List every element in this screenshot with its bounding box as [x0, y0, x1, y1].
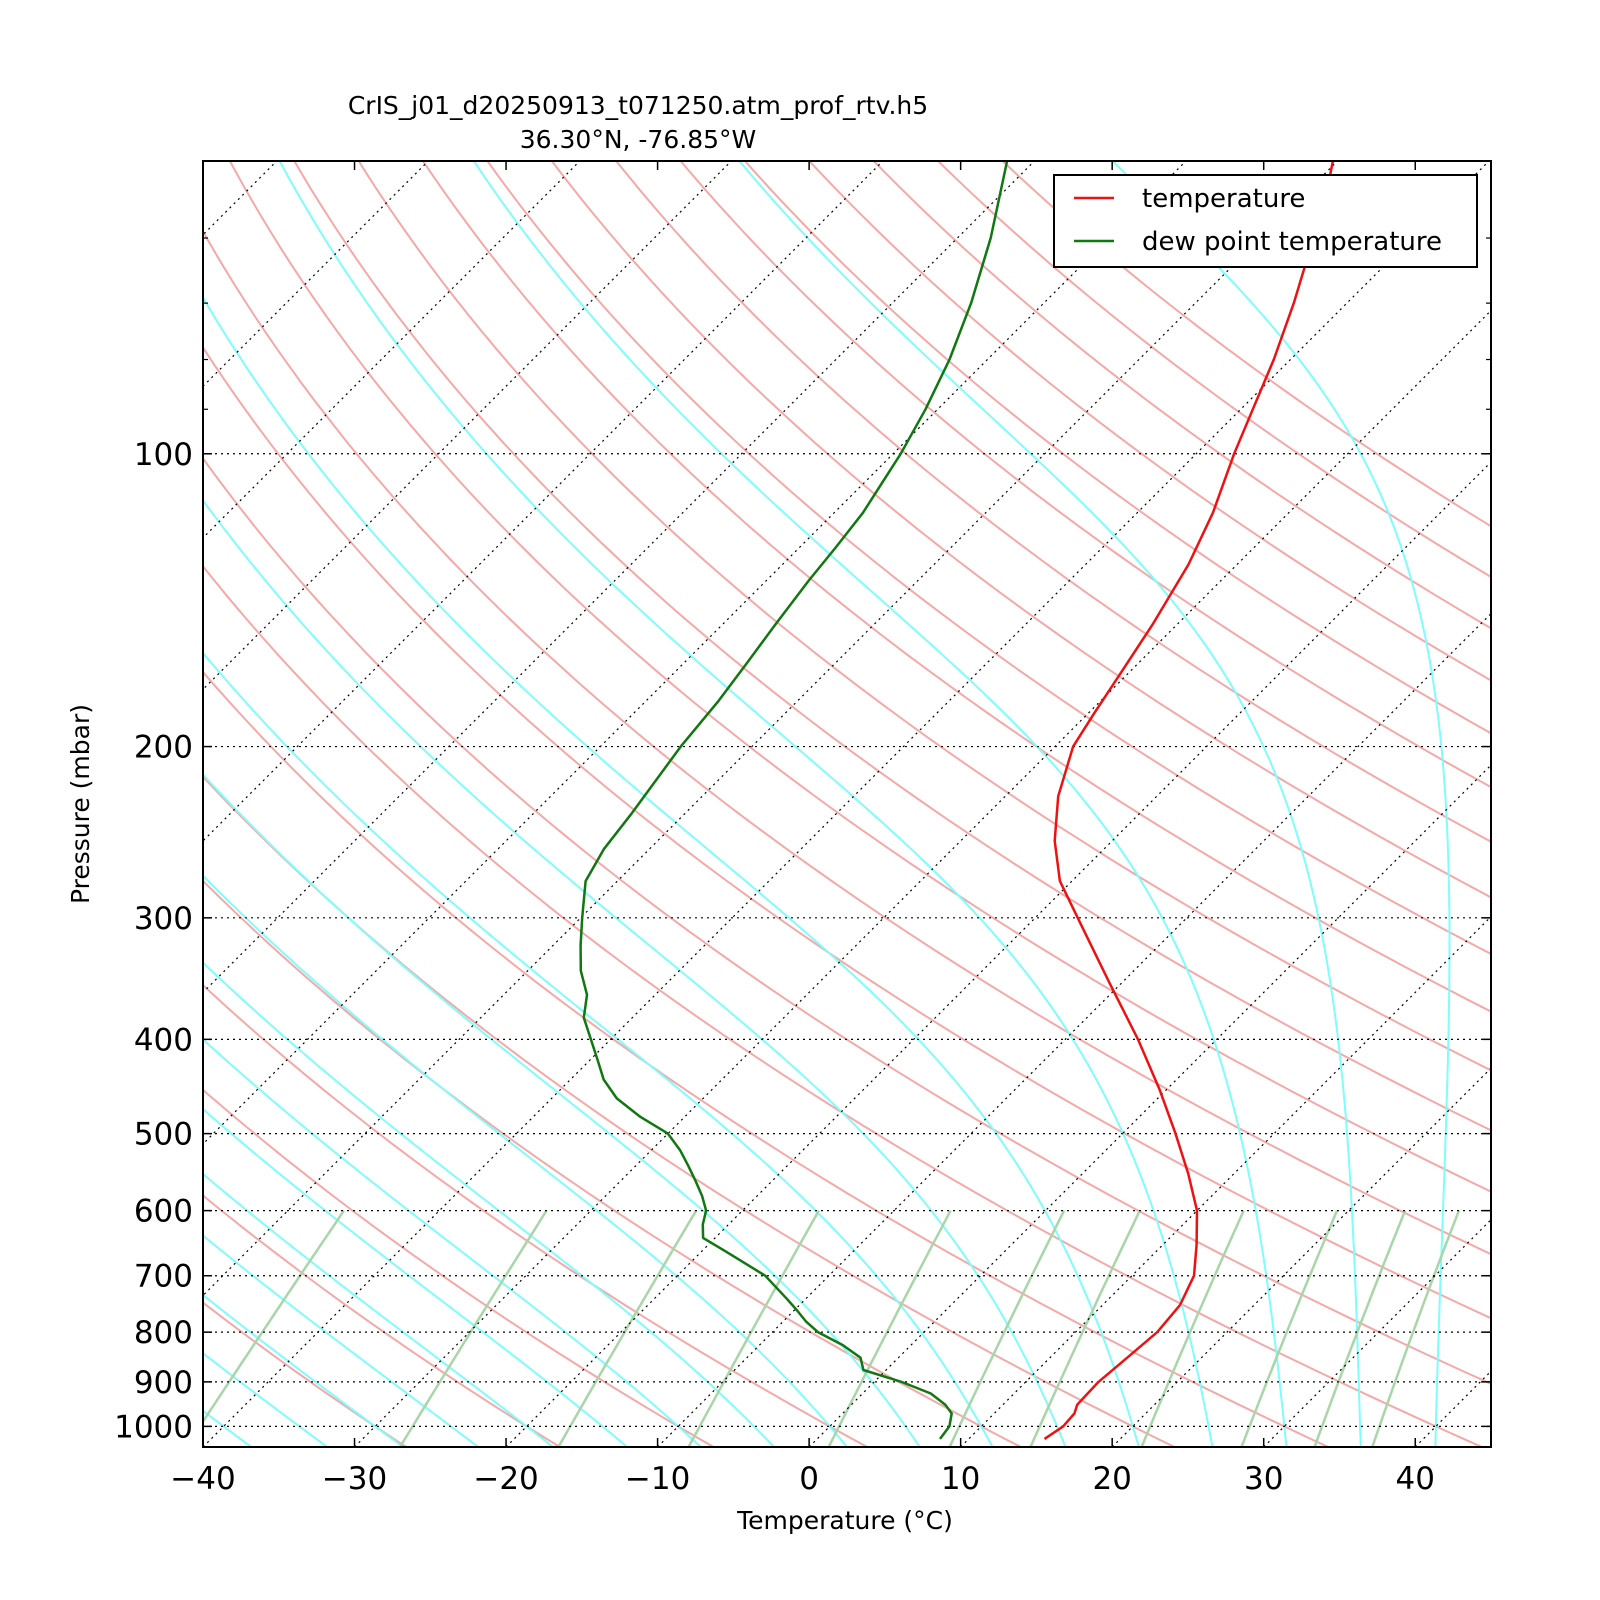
dry-adiabat	[203, 670, 1329, 1447]
y-axis-label: Pressure (mbar)	[66, 704, 95, 904]
y-tick-label: 900	[134, 1365, 193, 1401]
dry-adiabat	[357, 161, 1491, 1072]
y-tick-label: 400	[134, 1022, 193, 1058]
legend-label-dewpoint: dew point temperature	[1142, 227, 1442, 257]
legend-box	[1053, 174, 1478, 268]
dry-adiabat	[293, 161, 1491, 1132]
y-tick-label: 500	[134, 1117, 193, 1153]
moist-adiabat	[203, 1172, 555, 1447]
x-tick-label: 40	[1396, 1461, 1435, 1497]
moist-adiabat	[203, 295, 1140, 1447]
mixing-ratio-lines	[203, 1209, 1461, 1447]
mixing-ratio-line	[1029, 1210, 1141, 1447]
y-tick-label: 700	[134, 1259, 193, 1295]
x-tick-label: −30	[322, 1461, 387, 1497]
dry-adiabat	[203, 456, 1491, 1385]
mixing-ratio-line	[1313, 1210, 1407, 1447]
dry-adiabat	[808, 161, 1491, 682]
dry-adiabat	[203, 345, 1491, 1320]
moist-adiabat	[278, 161, 1214, 1447]
dry-adiabat	[422, 161, 1491, 1013]
moist-adiabat	[203, 1038, 702, 1447]
moist-adiabat	[738, 161, 1362, 1447]
x-tick-label: −20	[473, 1461, 538, 1497]
mixing-ratio-line	[1371, 1210, 1461, 1447]
y-tick-label: 300	[134, 901, 193, 937]
x-axis-label: Temperature (°C)	[736, 1506, 953, 1535]
dry-adiabats	[203, 161, 1491, 1447]
moist-adiabat	[472, 161, 1288, 1447]
mixing-ratio-line	[687, 1209, 820, 1447]
moist-adiabat	[1111, 161, 1451, 1447]
grid-lines	[203, 161, 1491, 1447]
moist-adiabat	[203, 961, 776, 1447]
dry-adiabat	[229, 161, 1491, 1193]
dry-adiabat	[937, 161, 1491, 579]
moist-adiabat	[203, 1293, 405, 1447]
moist-adiabat	[203, 1351, 329, 1447]
dry-adiabat	[744, 161, 1491, 735]
dry-adiabat	[203, 564, 1483, 1447]
x-tick-label: 30	[1244, 1461, 1283, 1497]
dry-adiabat	[679, 161, 1491, 789]
moist-adiabat	[203, 651, 994, 1447]
mixing-ratio-line	[557, 1209, 698, 1447]
legend-label-temperature: temperature	[1142, 184, 1305, 214]
x-tick-label: 0	[799, 1461, 819, 1497]
x-tick-label: −40	[170, 1461, 235, 1497]
dry-adiabat	[203, 1088, 715, 1447]
x-tick-label: 10	[941, 1461, 980, 1497]
plot-frame	[202, 160, 1492, 1448]
chart-title: CrIS_j01_d20250913_t071250.atm_prof_rtv.…	[348, 91, 928, 120]
dry-adiabat	[551, 161, 1491, 899]
x-axis-ticks: −40 −30 −20 −10 0 10 20 30 40	[170, 161, 1435, 1497]
dry-adiabat	[615, 161, 1491, 843]
dry-adiabat	[203, 229, 1491, 1256]
y-tick-label: 800	[134, 1315, 193, 1351]
x-tick-label: −10	[625, 1461, 690, 1497]
dry-adiabat	[203, 1194, 561, 1447]
mixing-ratio-line	[948, 1210, 1066, 1447]
legend: temperature dew point temperature	[1053, 174, 1478, 268]
y-tick-label: 100	[134, 437, 193, 473]
isobars	[203, 453, 1491, 1427]
y-tick-label: 1000	[114, 1409, 193, 1445]
chart-subtitle: 36.30°N, -76.85°W	[520, 125, 756, 154]
y-tick-label: 200	[134, 730, 193, 766]
temperature-line	[1043, 161, 1335, 1440]
dry-adiabat	[203, 983, 868, 1447]
x-tick-label: 20	[1092, 1461, 1131, 1497]
dry-adiabat	[873, 161, 1491, 630]
dry-adiabat	[203, 879, 1022, 1447]
moist-adiabat	[203, 1107, 629, 1447]
dry-adiabat	[203, 775, 1175, 1447]
y-axis-ticks: 100 200 300 400 500 600 700 800 900 1000	[114, 160, 1491, 1445]
moist-adiabat	[203, 1234, 480, 1447]
y-tick-label: 600	[134, 1194, 193, 1230]
dewpoint-line	[579, 161, 1009, 1440]
dry-adiabat	[1001, 161, 1491, 528]
moist-adiabat	[203, 874, 849, 1447]
mixing-ratio-line	[1140, 1210, 1245, 1447]
profile-series	[579, 161, 1335, 1440]
mixing-ratio-line	[1240, 1210, 1339, 1447]
mixing-ratio-line	[203, 1209, 345, 1424]
dry-adiabat	[486, 161, 1491, 956]
mixing-ratio-line	[398, 1209, 548, 1447]
